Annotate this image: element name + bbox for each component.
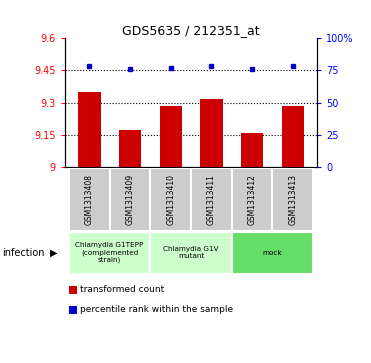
Text: GSM1313411: GSM1313411	[207, 174, 216, 225]
Bar	[232, 168, 272, 231]
Bar	[232, 232, 313, 274]
Text: GSM1313413: GSM1313413	[288, 174, 297, 225]
Text: transformed count: transformed count	[80, 285, 164, 294]
Bar	[78, 92, 101, 167]
Bar	[69, 168, 110, 231]
Text: GSM1313408: GSM1313408	[85, 174, 94, 225]
Text: GSM1313412: GSM1313412	[247, 174, 257, 225]
Bar	[160, 106, 182, 167]
Text: Chlamydia G1TEPP
(complemented
strain): Chlamydia G1TEPP (complemented strain)	[75, 242, 144, 263]
Bar	[191, 168, 232, 231]
Bar	[272, 168, 313, 231]
Bar	[110, 168, 150, 231]
Bar	[119, 130, 141, 167]
Bar	[69, 232, 150, 274]
Text: ▶: ▶	[50, 248, 58, 258]
Text: percentile rank within the sample: percentile rank within the sample	[80, 305, 233, 314]
Bar	[150, 168, 191, 231]
Text: infection: infection	[2, 248, 45, 258]
Text: Chlamydia G1V
mutant: Chlamydia G1V mutant	[163, 246, 219, 259]
Text: GSM1313410: GSM1313410	[166, 174, 175, 225]
Title: GDS5635 / 212351_at: GDS5635 / 212351_at	[122, 24, 260, 37]
Bar	[200, 99, 223, 167]
Text: GSM1313409: GSM1313409	[125, 174, 135, 225]
Bar	[150, 232, 232, 274]
Text: mock: mock	[263, 250, 282, 256]
Bar	[282, 106, 304, 167]
Bar	[241, 132, 263, 167]
